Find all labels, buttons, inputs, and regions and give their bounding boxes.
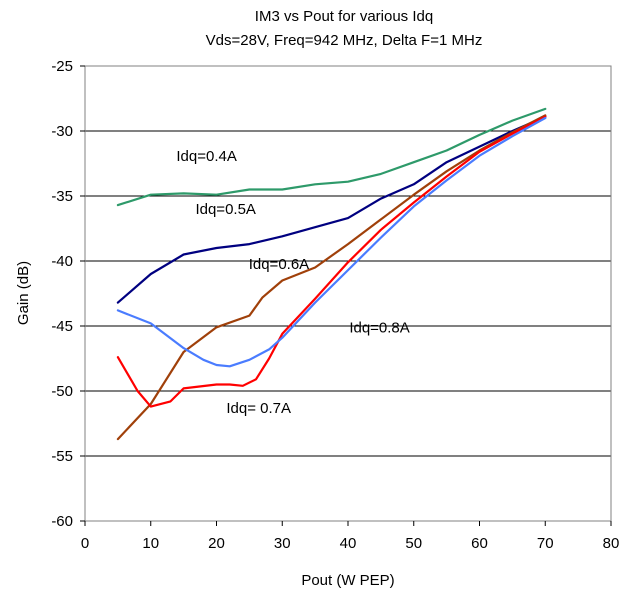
gridlines [84,66,611,522]
x-tick-label: 30 [274,535,291,552]
x-tick-label: 80 [603,535,620,552]
series-annotation-2: Idq=0.5A [195,201,255,218]
series-line-4 [116,115,547,408]
y-tick-label: -40 [51,253,73,270]
y-axis-label: Gain (dB) [15,261,32,325]
chart-subtitle: Vds=28V, Freq=942 MHz, Delta F=1 MHz [206,32,483,49]
chart-title: IM3 vs Pout for various Idq [255,8,433,25]
y-tick-label: -55 [51,448,73,465]
y-tick-label: -25 [51,58,73,75]
series-line-5 [116,116,547,368]
series-annotation-5: Idq=0.8A [349,320,409,337]
x-tick-label: 40 [340,535,357,552]
series-line-1 [116,107,547,207]
series-annotation-4: Idq= 0.7A [226,400,291,417]
x-tick-label: 10 [142,535,159,552]
x-tick-label: 0 [81,535,89,552]
tick-labels: 0 10 20 30 40 50 60 70 80 -60 -55 -50 -45 -40 -35 -30 -2… [51,58,619,552]
y-tick-label: -60 [51,513,73,530]
x-tick-label: 20 [208,535,225,552]
series-group [116,107,547,441]
plot-area-frame [84,65,612,522]
series-line-3 [116,114,547,441]
x-tick-label: 50 [405,535,422,552]
series-annotation-3: Idq=0.6A [249,256,309,273]
annotations: Idq=0.4A Idq=0.5A Idq=0.6A Idq= 0.7A Idq=0.8… [176,148,409,417]
x-tick-label: 70 [537,535,554,552]
x-tick-label: 60 [471,535,488,552]
series-line-2 [116,115,547,304]
series-annotation-1: Idq=0.4A [176,148,236,165]
y-tick-label: -50 [51,383,73,400]
y-tick-label: -45 [51,318,73,335]
y-tick-label: -30 [51,123,73,140]
x-axis-label: Pout (W PEP) [301,572,394,589]
y-tick-label: -35 [51,188,73,205]
